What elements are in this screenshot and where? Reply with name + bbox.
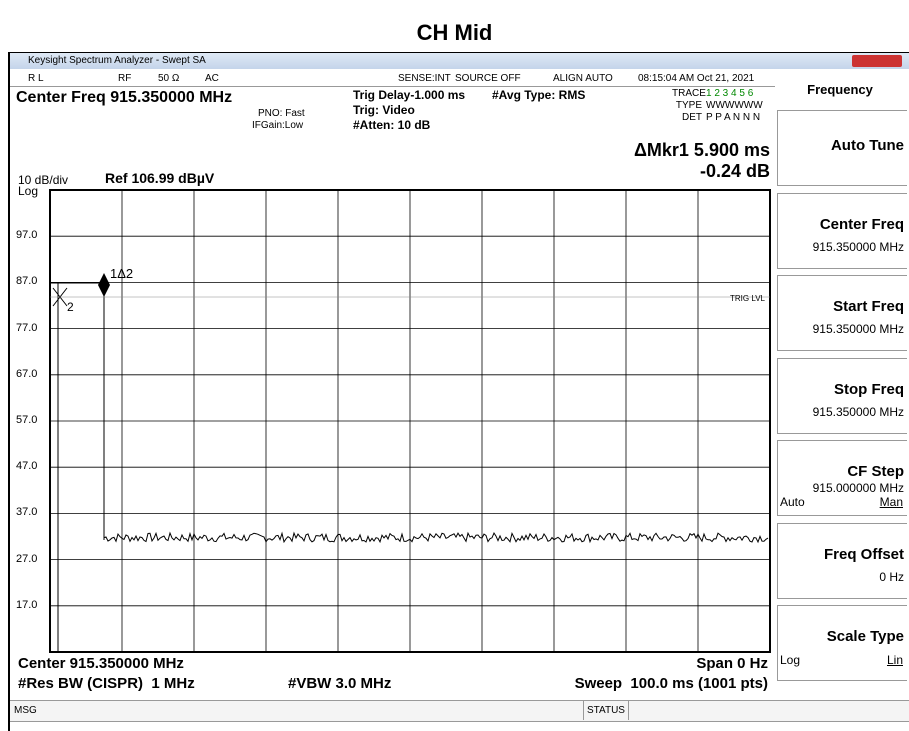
marker-value: -0.24 dB [699, 161, 770, 181]
softkey[interactable]: Start Freq 915.350000 MHz [777, 275, 907, 351]
message-bar [10, 700, 909, 722]
det-vals: P P A N N N [706, 112, 761, 123]
softkey[interactable]: Center Freq 915.350000 MHz [777, 192, 907, 269]
footer-res-bw: #Res BW (CISPR) 1 MHz [18, 675, 195, 692]
window-titlebar [10, 53, 909, 69]
y-label: 17.0 [16, 598, 38, 611]
softkey-value: 915.350000 MHz [812, 404, 904, 419]
softkey-menu: Frequency [777, 74, 907, 104]
softkey[interactable]: Scale Type Log Lin [777, 605, 907, 681]
softkey[interactable]: Freq Offset 0 Hz [777, 522, 907, 599]
softkey-value: 915.350000 MHz [812, 322, 904, 336]
page-title: CH Mid [416, 20, 493, 45]
status-impedance: 50 Ω [158, 73, 180, 84]
window-buttons[interactable] [852, 55, 902, 67]
trig-delay: Trig Delay-1.000 ms [353, 88, 466, 102]
softkey-label: Freq Offset [823, 545, 904, 563]
y-label: 77.0 [16, 321, 38, 334]
softkey-option: Lin [886, 653, 903, 667]
status-rl: R L [28, 73, 44, 84]
scale: 10 dB/div [18, 173, 69, 187]
ifgain: IFGain:Low [252, 120, 304, 131]
marker-readout: ΔMkr1 5.900 ms [633, 140, 770, 160]
status-time: 08:15:04 AM Oct 21, 2021 [638, 73, 755, 84]
atten: #Atten: 10 dB [353, 118, 431, 132]
center-freq: Center Freq 915.350000 MHz [16, 89, 233, 106]
softkey-value: 0 Hz [879, 569, 904, 584]
softkey-label: Start Freq [833, 298, 904, 315]
log-label: Log [18, 184, 39, 198]
softkey[interactable]: CF Step 915.000000 MHz Auto Man [777, 440, 907, 516]
softkey-label: Stop Freq [834, 380, 904, 398]
y-label: 47.0 [16, 460, 38, 473]
marker-2-label: 2 [67, 300, 74, 314]
msg: MSG [14, 705, 37, 716]
trace [103, 531, 769, 544]
softkey[interactable]: Auto Tune [777, 110, 907, 186]
trig-level-label: TRIG LVL [730, 294, 766, 303]
status: STATUS [587, 705, 625, 716]
y-label: 97.0 [16, 229, 38, 242]
footer-span: Span 0 Hz [696, 655, 768, 672]
marker-1-label: 1Δ2 [110, 266, 133, 281]
status-source: SOURCE OFF [455, 73, 521, 84]
footer-center: Center 915.350000 MHz [18, 655, 184, 672]
trace-label: TRACE [672, 88, 706, 99]
pno: PNO: Fast [258, 108, 305, 119]
softkey-label: CF Step [847, 463, 904, 480]
menu-title: Frequency [807, 82, 873, 97]
softkey-option: Man [879, 495, 903, 509]
status-row [10, 72, 775, 87]
frame [8, 52, 909, 731]
y-label: 37.0 [16, 506, 38, 519]
softkey-value: 915.350000 MHz [812, 239, 904, 254]
marker-1[interactable] [98, 273, 110, 297]
softkey-value: 915.000000 MHz [812, 481, 904, 495]
softkey[interactable]: Stop Freq 915.350000 MHz [777, 357, 907, 434]
softkey-label: Center Freq [819, 215, 904, 233]
avg-type: #Avg Type: RMS [492, 88, 586, 102]
status-divider [583, 701, 629, 720]
type-label: TYPE [675, 100, 702, 111]
status-coupling: AC [205, 73, 219, 84]
y-label: 67.0 [16, 367, 38, 380]
softkey-label: Scale Type [826, 628, 904, 645]
status-align: ALIGN AUTO [553, 73, 613, 84]
y-label: 27.0 [16, 552, 38, 565]
softkey-option: Log [780, 653, 801, 667]
trig: Trig: Video [353, 103, 415, 117]
window-title: Keysight Spectrum Analyzer - Swept SA [28, 55, 206, 66]
type-vals: WWWWWW [706, 100, 763, 111]
softkey-option: Auto [780, 495, 805, 509]
softkey-label: Auto Tune [830, 137, 904, 154]
status-rf: RF [118, 73, 132, 84]
y-label: 57.0 [16, 414, 38, 426]
status-sense: SENSE:INT [398, 73, 451, 84]
trace-nums: 1 2 3 4 5 6 [706, 88, 754, 99]
y-label: 87.0 [16, 275, 38, 288]
ref-level: Ref 106.99 dBµV [105, 170, 215, 186]
footer-vbw: #VBW 3.0 MHz [288, 675, 392, 692]
footer-sweep: Sweep 100.0 ms (1001 pts) [574, 675, 768, 692]
det-label: DET [682, 112, 702, 123]
